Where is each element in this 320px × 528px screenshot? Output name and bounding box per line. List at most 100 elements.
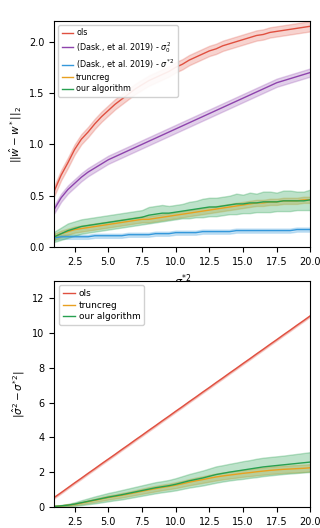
Line: ols: ols (54, 316, 310, 497)
truncreg (248, 469, 252, 476)
our algorithm (241, 201, 245, 207)
truncreg (228, 204, 231, 210)
(Dask., et al. 2019) - $\sigma^{*2}$ (100, 233, 103, 239)
truncreg (282, 466, 285, 473)
our algorithm (228, 469, 231, 475)
(Dask., et al. 2019) - $\sigma_0^2$ (187, 120, 191, 126)
(Dask., et al. 2019) - $\sigma^{*2}$ (187, 230, 191, 236)
our algorithm (275, 199, 279, 205)
(Dask., et al. 2019) - $\sigma_0^2$ (140, 141, 144, 147)
(Dask., et al. 2019) - $\sigma_0^2$ (261, 86, 265, 92)
(Dask., et al. 2019) - $\sigma^{*2}$ (113, 233, 117, 239)
truncreg (66, 229, 70, 235)
ols (261, 31, 265, 37)
truncreg (234, 203, 238, 209)
ols (248, 356, 252, 362)
our algorithm (154, 211, 157, 218)
ols (221, 43, 225, 49)
our algorithm (282, 461, 285, 468)
(Dask., et al. 2019) - $\sigma_0^2$ (133, 144, 137, 150)
truncreg (66, 502, 70, 508)
Line: our algorithm: our algorithm (54, 462, 310, 506)
ols (154, 422, 157, 429)
ols (187, 399, 191, 405)
ols (79, 475, 83, 482)
our algorithm (73, 501, 76, 507)
(Dask., et al. 2019) - $\sigma_0^2$ (308, 69, 312, 76)
our algorithm (113, 218, 117, 224)
truncreg (180, 211, 184, 218)
(Dask., et al. 2019) - $\sigma^{*2}$ (255, 228, 259, 234)
(Dask., et al. 2019) - $\sigma_0^2$ (275, 80, 279, 86)
truncreg (133, 217, 137, 223)
truncreg (214, 474, 218, 480)
(Dask., et al. 2019) - $\sigma_0^2$ (194, 117, 198, 123)
(Dask., et al. 2019) - $\sigma^{*2}$ (302, 227, 306, 233)
ols (66, 485, 70, 491)
truncreg (147, 216, 151, 222)
Legend: ols, (Dask., et al. 2019) - $\sigma_0^2$, (Dask., et al. 2019) - $\sigma^{*2}$, : ols, (Dask., et al. 2019) - $\sigma_0^2$… (59, 25, 178, 97)
(Dask., et al. 2019) - $\sigma^{*2}$ (194, 230, 198, 236)
our algorithm (113, 493, 117, 499)
truncreg (275, 467, 279, 473)
our algorithm (127, 216, 131, 222)
our algorithm (59, 231, 63, 237)
ols (241, 36, 245, 43)
our algorithm (154, 485, 157, 491)
ols (288, 327, 292, 333)
truncreg (282, 197, 285, 204)
our algorithm (127, 490, 131, 496)
truncreg (86, 224, 90, 231)
our algorithm (308, 196, 312, 203)
truncreg (295, 197, 299, 204)
our algorithm (295, 460, 299, 467)
truncreg (248, 201, 252, 207)
our algorithm (100, 220, 103, 227)
(Dask., et al. 2019) - $\sigma^{*2}$ (120, 233, 124, 239)
truncreg (201, 476, 204, 483)
our algorithm (106, 219, 110, 225)
our algorithm (261, 199, 265, 205)
ols (167, 68, 171, 74)
(Dask., et al. 2019) - $\sigma_0^2$ (214, 107, 218, 114)
ols (140, 82, 144, 88)
Y-axis label: $|\hat{\sigma}^2 - \sigma^{*2}|$: $|\hat{\sigma}^2 - \sigma^{*2}|$ (11, 370, 27, 418)
ols (59, 489, 63, 496)
(Dask., et al. 2019) - $\sigma^{*2}$ (234, 228, 238, 234)
(Dask., et al. 2019) - $\sigma_0^2$ (288, 76, 292, 82)
(Dask., et al. 2019) - $\sigma_0^2$ (113, 154, 117, 160)
ols (93, 466, 97, 472)
(Dask., et al. 2019) - $\sigma^{*2}$ (167, 231, 171, 237)
ols (214, 380, 218, 386)
ols (106, 107, 110, 114)
Line: truncreg: truncreg (54, 468, 310, 506)
Y-axis label: $||\hat{w} - w^*||_2$: $||\hat{w} - w^*||_2$ (7, 106, 24, 163)
(Dask., et al. 2019) - $\sigma^{*2}$ (147, 232, 151, 238)
our algorithm (201, 205, 204, 211)
(Dask., et al. 2019) - $\sigma_0^2$ (174, 126, 178, 132)
(Dask., et al. 2019) - $\sigma^{*2}$ (59, 233, 63, 240)
(Dask., et al. 2019) - $\sigma_0^2$ (59, 195, 63, 201)
our algorithm (66, 502, 70, 508)
truncreg (120, 492, 124, 498)
our algorithm (79, 223, 83, 230)
our algorithm (120, 492, 124, 498)
truncreg (52, 233, 56, 240)
ols (100, 460, 103, 467)
truncreg (268, 199, 272, 205)
ols (66, 159, 70, 166)
ols (106, 456, 110, 462)
our algorithm (288, 461, 292, 467)
our algorithm (133, 489, 137, 495)
ols (221, 375, 225, 381)
our algorithm (302, 197, 306, 204)
our algorithm (308, 459, 312, 465)
truncreg (59, 503, 63, 509)
truncreg (207, 475, 211, 482)
ols (127, 91, 131, 97)
X-axis label: $\sigma^{*2}$: $\sigma^{*2}$ (174, 272, 191, 289)
truncreg (201, 208, 204, 214)
(Dask., et al. 2019) - $\sigma_0^2$ (295, 73, 299, 80)
ols (180, 403, 184, 410)
ols (268, 29, 272, 35)
